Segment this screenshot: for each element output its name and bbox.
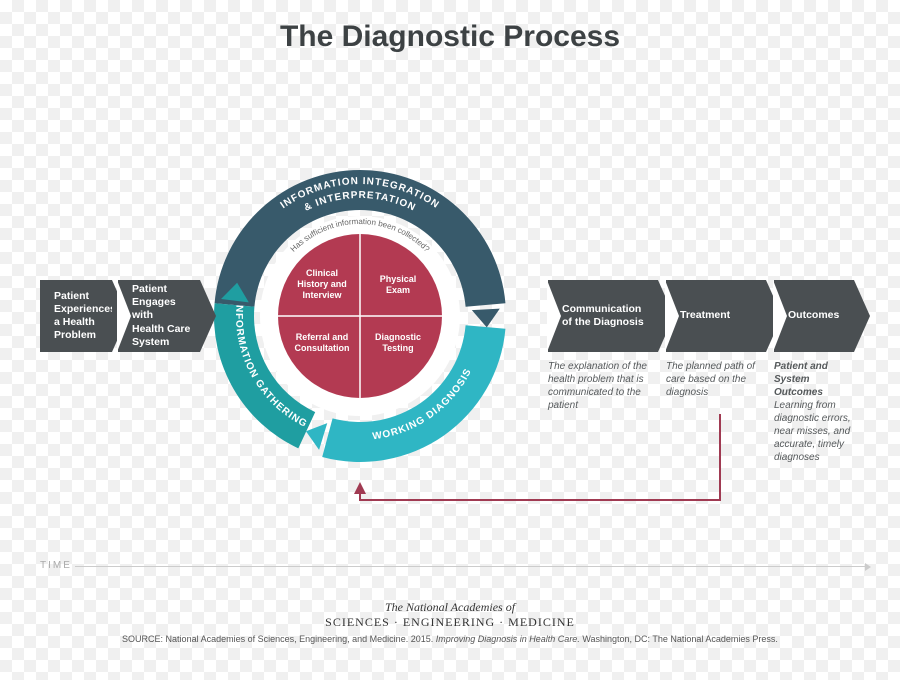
svg-text:History and: History and: [297, 279, 347, 289]
svg-text:Diagnostic: Diagnostic: [375, 332, 421, 342]
right-step-2-label: Outcomes: [788, 309, 839, 322]
svg-text:Physical: Physical: [380, 274, 417, 284]
svg-text:Testing: Testing: [382, 343, 413, 353]
right-step-2: Outcomes: [774, 280, 854, 352]
svg-text:Referral and: Referral and: [296, 332, 349, 342]
right-step-0-label: Communicationof the Diagnosis: [562, 303, 644, 329]
right-step-2-subtext: Patient and System OutcomesLearning from…: [774, 360, 860, 464]
left-step-1: PatientEngages withHealth CareSystem: [118, 280, 200, 352]
right-step-1-subtext: The planned path of care based on the di…: [666, 360, 772, 399]
footer-attribution: The National Academies of SCIENCES · ENG…: [0, 600, 900, 644]
right-step-1-label: Treatment: [680, 309, 730, 322]
svg-text:Clinical: Clinical: [306, 268, 338, 278]
footer-org-line2: SCIENCES · ENGINEERING · MEDICINE: [0, 615, 900, 630]
right-step-1: Treatment: [666, 280, 766, 352]
svg-text:Interview: Interview: [302, 290, 342, 300]
svg-text:Exam: Exam: [386, 285, 410, 295]
left-step-1-label: PatientEngages withHealth CareSystem: [132, 283, 194, 349]
right-step-0: Communicationof the Diagnosis: [548, 280, 658, 352]
svg-text:Consultation: Consultation: [295, 343, 350, 353]
footer-org-line1: The National Academies of: [0, 600, 900, 615]
time-axis: [75, 566, 865, 567]
footer-source: SOURCE: National Academies of Sciences, …: [0, 634, 900, 644]
left-step-0: PatientExperiencesa HealthProblem: [40, 280, 112, 352]
left-step-0-label: PatientExperiencesa HealthProblem: [54, 290, 116, 343]
right-step-0-subtext: The explanation of the health problem th…: [548, 360, 664, 412]
time-label: TIME: [40, 560, 72, 571]
